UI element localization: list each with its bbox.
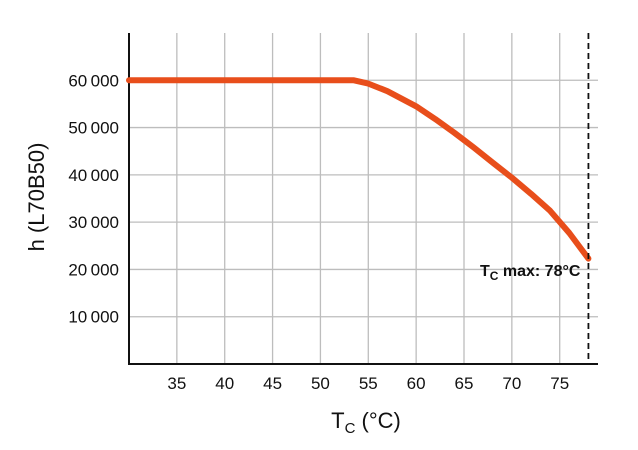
x-tick-label: 55 <box>359 374 378 393</box>
axes <box>128 33 598 365</box>
y-tick-label: 20 000 <box>68 260 119 279</box>
x-tick-label: 35 <box>167 374 186 393</box>
y-axis-title: h (L70B50) <box>24 143 49 252</box>
y-tick-label: 50 000 <box>68 119 119 138</box>
x-tick-label: 45 <box>263 374 282 393</box>
annotation: TC max: 78°C <box>480 33 590 364</box>
series <box>126 77 592 262</box>
x-axis-title: TC (°C) <box>331 408 401 437</box>
x-tick-label: 50 <box>311 374 330 393</box>
x-tick-label: 60 <box>407 374 426 393</box>
x-tick-label: 75 <box>550 374 569 393</box>
x-tick-label: 40 <box>215 374 234 393</box>
x-tick-labels: 35 40 45 50 55 60 65 70 75 <box>167 374 569 393</box>
tc-max-label: TC max: 78°C <box>480 263 581 283</box>
y-tick-label: 40 000 <box>68 166 119 185</box>
x-tick-label: 65 <box>455 374 474 393</box>
lifetime-curve <box>126 77 592 262</box>
y-tick-label: 10 000 <box>68 308 119 327</box>
y-tick-labels: 10 000 20 000 30 000 40 000 50 000 60 000 <box>68 71 119 326</box>
x-tick-label: 70 <box>502 374 521 393</box>
grid <box>129 33 598 364</box>
y-tick-label: 30 000 <box>68 213 119 232</box>
y-tick-label: 60 000 <box>68 71 119 90</box>
